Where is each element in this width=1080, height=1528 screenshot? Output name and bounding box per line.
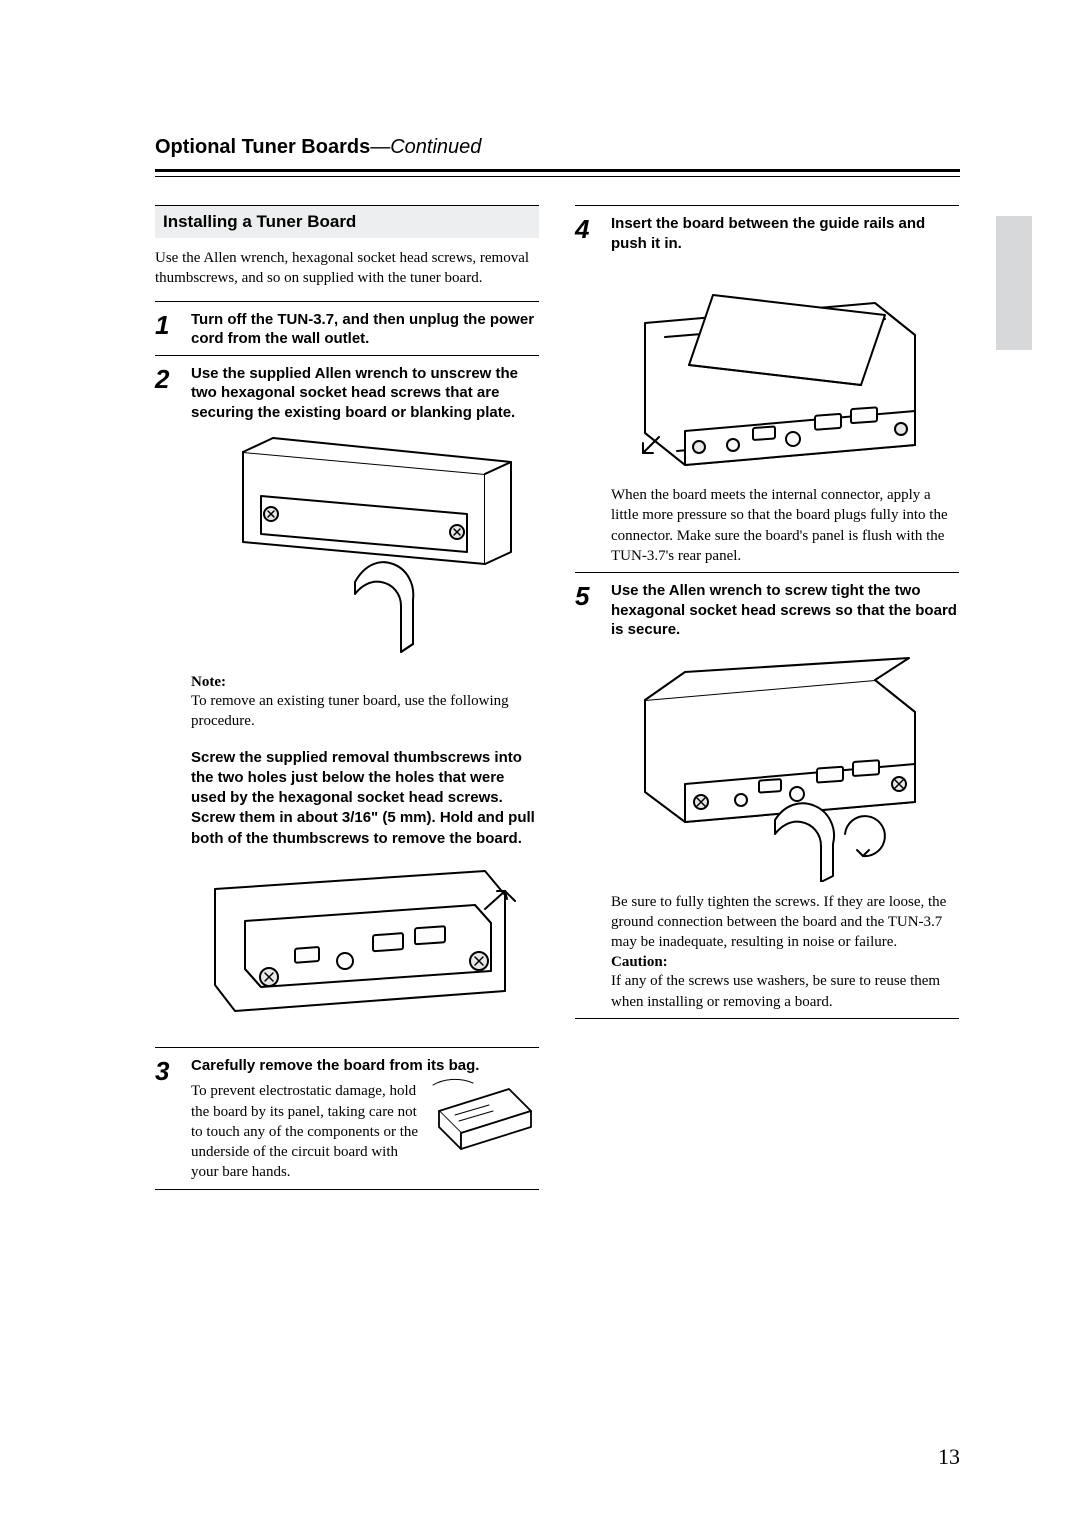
note-text: To remove an existing tuner board, use t… [191,691,539,732]
step2-bold-block: Screw the supplied removal thumbscrews i… [191,748,539,849]
step-2: 2 Use the supplied Allen wrench to unscr… [155,356,539,1047]
page: Optional Tuner Boards—Continued Installi… [0,0,1080,1528]
side-tab [996,216,1032,350]
section-intro: Use the Allen wrench, hexagonal socket h… [155,248,539,289]
header-rule-thick [155,169,960,172]
step-number: 2 [155,364,177,1041]
diagram-step5 [625,652,945,882]
step-rule [155,1189,539,1190]
caution-text: If any of the screws use washers, be sur… [611,971,959,1012]
step-1: 1 Turn off the TUN-3.7, and then unplug … [155,302,539,355]
step-head: Insert the board between the guide rails… [611,214,959,253]
section-title: Installing a Tuner Board [163,212,531,232]
step-number: 4 [575,214,597,566]
step4-para: When the board meets the internal connec… [611,485,959,566]
header-rule-thin [155,176,960,177]
step-head: Turn off the TUN-3.7, and then unplug th… [191,310,539,349]
right-column: 4 Insert the board between the guide rai… [575,205,959,1190]
step-head: Carefully remove the board from its bag. [191,1056,539,1076]
step-body: Use the supplied Allen wrench to unscrew… [191,364,539,1041]
page-header: Optional Tuner Boards—Continued [155,136,960,159]
step-number: 5 [575,581,597,1012]
step-4: 4 Insert the board between the guide rai… [575,206,959,572]
step-rule [575,1018,959,1019]
note-label: Note: [191,674,539,691]
diagram-step4 [625,265,945,475]
step-3: 3 Carefully remove the board from its ba… [155,1048,539,1189]
caution-label: Caution: [611,954,959,971]
step-head: Use the Allen wrench to screw tight the … [611,581,959,640]
step-number: 3 [155,1056,177,1183]
step-body: Use the Allen wrench to screw tight the … [611,581,959,1012]
diagram-step2a [215,434,515,664]
page-number: 13 [938,1444,960,1470]
step-body: Carefully remove the board from its bag.… [191,1056,539,1183]
diagram-step3 [429,1075,539,1165]
diagram-step2b [205,861,525,1031]
columns: Installing a Tuner Board Use the Allen w… [155,205,960,1190]
left-column: Installing a Tuner Board Use the Allen w… [155,205,539,1190]
step-body: Insert the board between the guide rails… [611,214,959,566]
header-title: Optional Tuner Boards [155,136,370,158]
step-5: 5 Use the Allen wrench to screw tight th… [575,573,959,1018]
step-body: Turn off the TUN-3.7, and then unplug th… [191,310,539,349]
step3-para: To prevent electrostatic damage, hold th… [191,1081,419,1182]
step-number: 1 [155,310,177,349]
header-continued: —Continued [370,136,481,158]
subhead-wrap: Installing a Tuner Board [155,205,539,238]
step5-para: Be sure to fully tighten the screws. If … [611,892,959,953]
step-head: Use the supplied Allen wrench to unscrew… [191,364,539,423]
